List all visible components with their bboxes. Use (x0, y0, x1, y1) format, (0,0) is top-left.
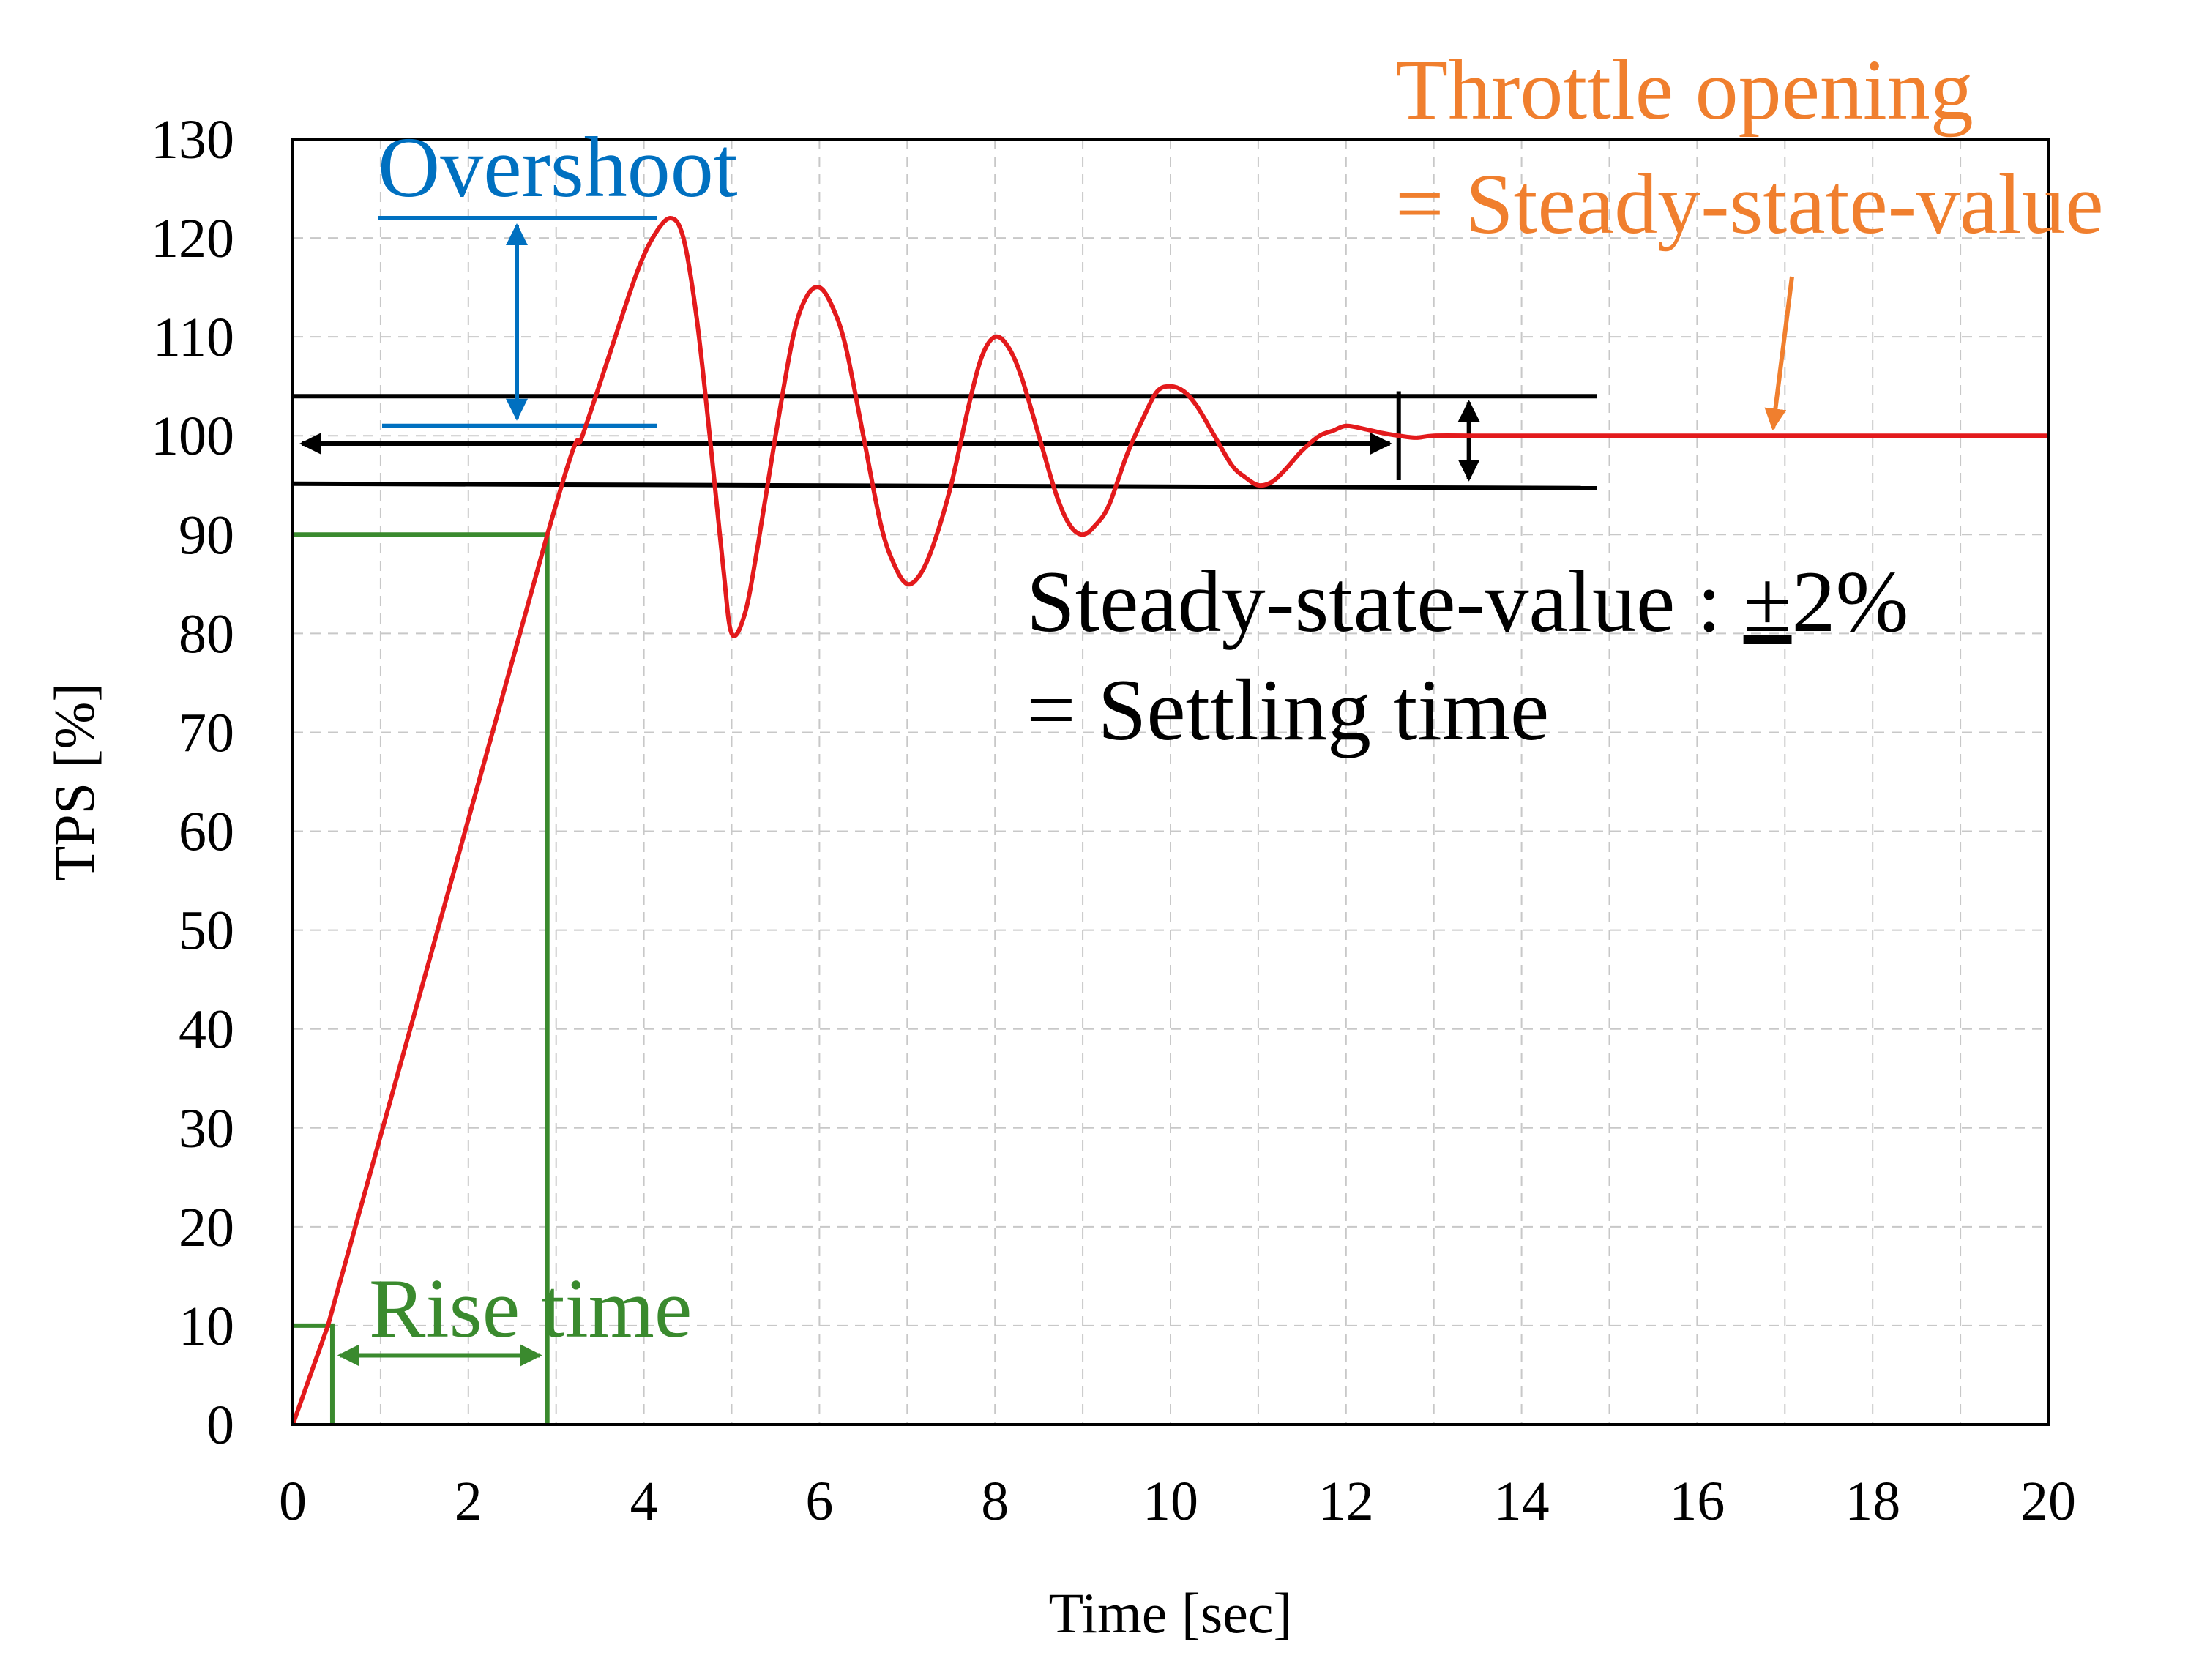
x-tick-label: 6 (805, 1471, 833, 1532)
steady-state-label: Steady-state-value : ±2% (1026, 553, 1908, 650)
y-tick-label: 30 (179, 1098, 234, 1160)
x-tick-label: 16 (1669, 1471, 1725, 1532)
rise-10-line (293, 1323, 335, 1425)
y-tick-label: 40 (179, 999, 234, 1061)
overshoot-label: Overshoot (378, 119, 738, 215)
y-tick-label: 100 (151, 406, 234, 467)
x-tick-label: 8 (981, 1471, 1009, 1532)
y-tick-label: 120 (151, 208, 234, 269)
x-tick-label: 10 (1143, 1471, 1198, 1532)
y-tick-label: 60 (179, 802, 234, 863)
band-lower-line (292, 481, 1598, 490)
y-tick-label: 130 (151, 109, 234, 171)
x-axis-title: Time [sec] (1049, 1581, 1293, 1645)
x-tick-label: 4 (630, 1471, 658, 1532)
x-tick-label: 0 (279, 1471, 307, 1532)
annotation-lines (292, 216, 1794, 1425)
y-tick-label: 10 (179, 1296, 234, 1357)
steady-state-label-prefix: Steady-state-value : (1026, 553, 1744, 650)
x-tick-label: 18 (1845, 1471, 1900, 1532)
y-tick-label: 70 (179, 702, 234, 764)
tick-layer: 0 2 4 6 8 10 12 14 16 18 20 0 10 20 30 40 50 60 70 80 90 100 1… (151, 109, 2076, 1532)
y-axis-title: TPS [%] (42, 683, 106, 881)
y-tick-label: 0 (206, 1395, 234, 1456)
response-series-line (291, 216, 2048, 1426)
y-tick-label: 110 (153, 307, 234, 368)
steady-state-label-value: 2% (1792, 553, 1909, 650)
throttle-arrow (1764, 276, 1794, 431)
x-tick-label: 12 (1318, 1471, 1374, 1532)
y-tick-label: 20 (179, 1197, 234, 1258)
y-tick-label: 90 (179, 504, 234, 566)
x-tick-label: 20 (2020, 1471, 2076, 1532)
rise-time-label: Rise time (369, 1262, 692, 1356)
grid-layer (293, 139, 2048, 1425)
y-tick-label: 50 (179, 900, 234, 962)
x-tick-label: 2 (455, 1471, 482, 1532)
y-tick-label: 80 (179, 603, 234, 665)
throttle-label-line2: = Steady-state-value (1395, 156, 2104, 252)
plot-frame (291, 138, 2050, 1426)
x-tick-label: 14 (1494, 1471, 1550, 1532)
throttle-label-line1: Throttle opening (1395, 42, 1974, 138)
settling-time-label: = Settling time (1026, 661, 1549, 758)
plus-minus-sign: ± (1744, 553, 1792, 650)
series-layer (291, 216, 2048, 1426)
